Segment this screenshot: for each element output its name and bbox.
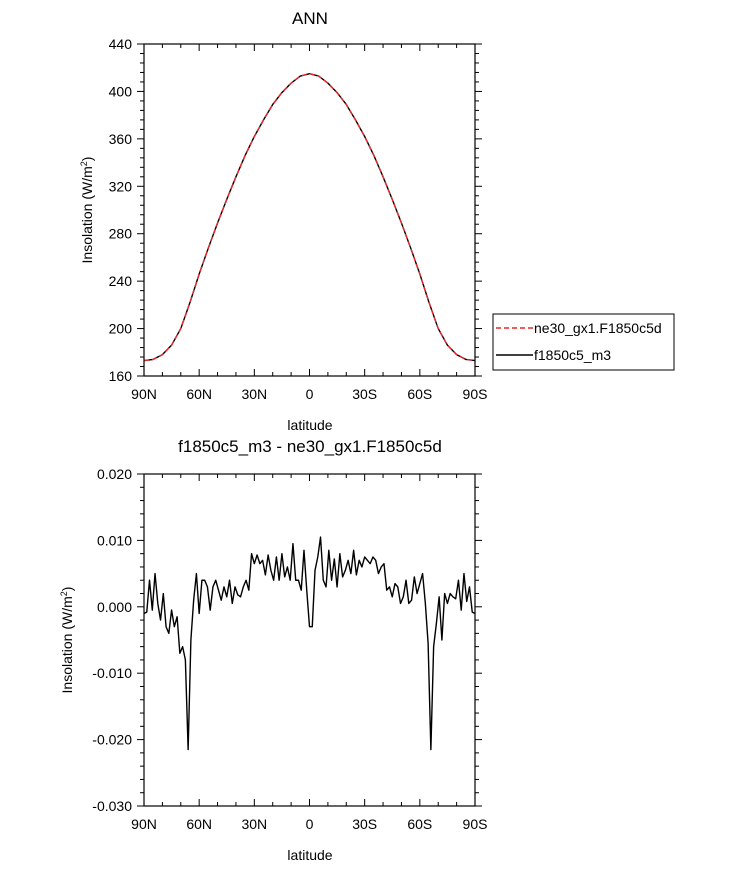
x-tick-label: 90N	[131, 386, 157, 402]
y-tick-label: 240	[109, 273, 133, 289]
y-axis-label-close: )	[59, 587, 75, 592]
x-tick-label: 30S	[352, 816, 377, 832]
y-axis-label: Insolation (W/m2)	[59, 587, 75, 694]
y-tick-label: 0.020	[97, 466, 132, 482]
x-tick-label: 60N	[186, 386, 212, 402]
x-tick-label: 60S	[407, 816, 432, 832]
y-axis-label: Insolation (W/m2)	[79, 157, 95, 264]
chart-panel-top: ANN 90N 60N 30N 0 30S 60S 90S 160 200 240 280 320 36…	[79, 9, 487, 433]
y-axis-label-text: Insolation (W/m	[79, 166, 95, 263]
x-tick-label: 60S	[407, 386, 432, 402]
x-tick-label: 90N	[131, 816, 157, 832]
y-tick-label: -0.010	[92, 665, 132, 681]
x-tick-label: 0	[306, 816, 314, 832]
x-tick-label: 90S	[463, 816, 488, 832]
x-axis-label: latitude	[287, 417, 332, 433]
x-axis-label: latitude	[287, 847, 332, 863]
x-tick-label: 60N	[186, 816, 212, 832]
y-axis-label-text: Insolation (W/m	[59, 596, 75, 693]
chart-title: f1850c5_m3 - ne30_gx1.F1850c5d	[178, 437, 442, 456]
x-tick-label: 90S	[463, 386, 488, 402]
y-tick-label: 320	[109, 178, 133, 194]
chart-title: ANN	[292, 9, 328, 28]
legend-box	[492, 313, 675, 371]
chart-marks: 90N 60N 30N 0 30S 60S 90S -0.030 -0.020 -0.010 0.0…	[92, 466, 487, 832]
y-tick-label: 280	[109, 226, 133, 242]
y-tick-label: -0.020	[92, 732, 132, 748]
y-tick-label: 360	[109, 131, 133, 147]
y-tick-label: 200	[109, 321, 133, 337]
y-tick-label: 0.010	[97, 532, 132, 548]
chart-panel-bottom: f1850c5_m3 - ne30_gx1.F1850c5d 90N 60N 30N…	[59, 437, 487, 863]
y-tick-label: 160	[109, 368, 133, 384]
y-axis-label-superscript: 2	[59, 591, 69, 596]
legend: ne30_gx1.F1850c5d f1850c5_m3	[492, 313, 675, 371]
y-tick-label: 440	[109, 36, 133, 52]
series-line	[143, 536, 476, 751]
x-tick-label: 0	[306, 386, 314, 402]
chart-marks: 90N 60N 30N 0 30S 60S 90S 160 200 240 280 320 360 400…	[109, 36, 488, 402]
y-tick-label: -0.030	[92, 798, 132, 814]
legend-label-ne30: ne30_gx1.F1850c5d	[534, 320, 662, 336]
y-axis-label-close: )	[79, 157, 95, 162]
x-tick-label: 30S	[352, 386, 377, 402]
series-line	[143, 72, 476, 362]
plot-frame	[143, 43, 476, 377]
y-tick-label: 400	[109, 83, 133, 99]
plot-frame	[143, 473, 476, 807]
series-line	[143, 72, 476, 362]
legend-label-f1850: f1850c5_m3	[534, 347, 611, 363]
y-tick-label: 0.000	[97, 599, 132, 615]
x-tick-label: 30N	[241, 816, 267, 832]
x-tick-label: 30N	[241, 386, 267, 402]
y-axis-label-superscript: 2	[79, 161, 89, 166]
